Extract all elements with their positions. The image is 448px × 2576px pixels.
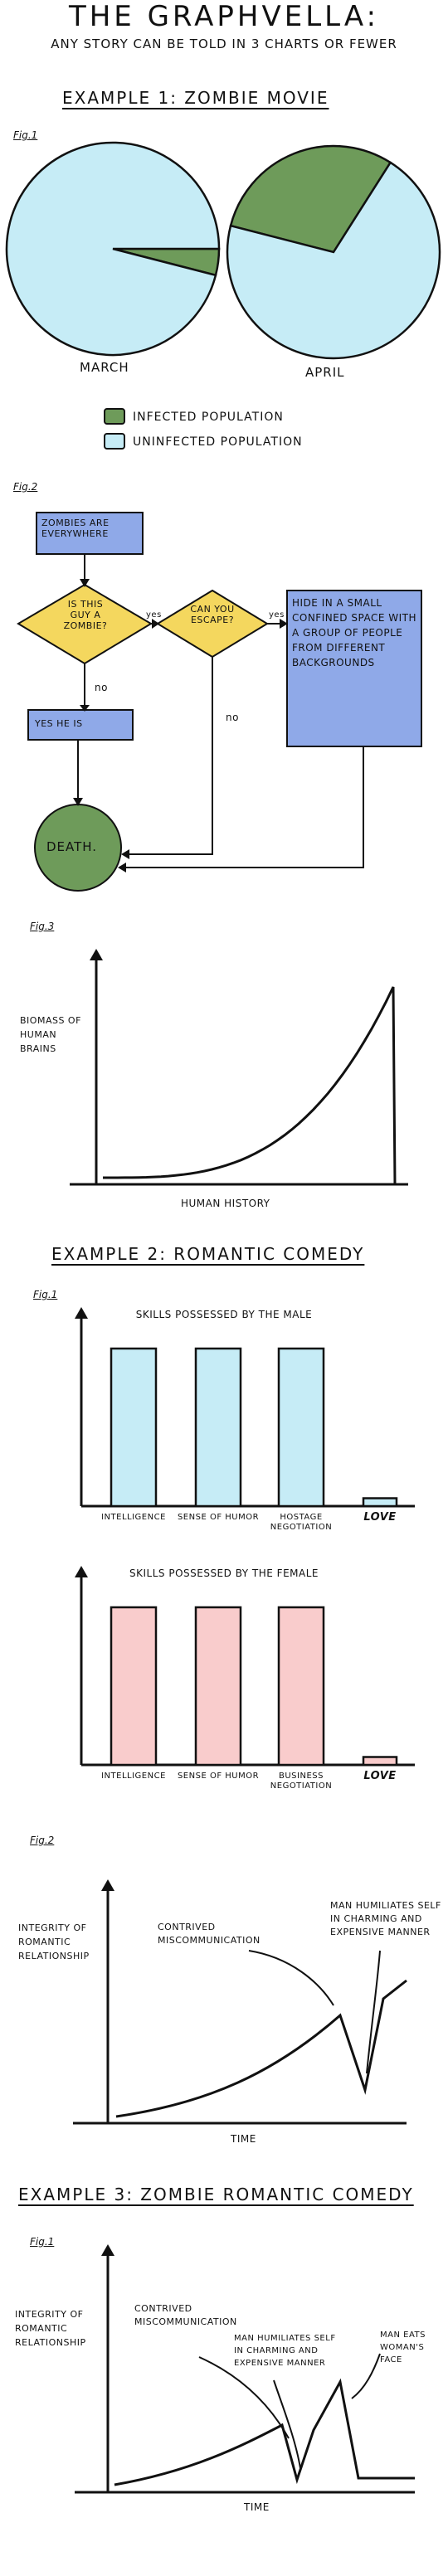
example1-heading: EXAMPLE 1: ZOMBIE MOVIE <box>62 88 329 108</box>
legend-swatch-infected <box>104 408 125 425</box>
ex3-fig1-line-chart <box>75 2248 415 2494</box>
pie-slice-march-1 <box>5 141 221 357</box>
bar-0-3 <box>362 1497 398 1508</box>
bar-0-label-2: HOSTAGE NEGOTIATION <box>270 1513 333 1532</box>
bar-0-0 <box>110 1347 158 1508</box>
flow-start-box <box>36 512 144 555</box>
bar-1-label-1: SENSE OF HUMOR <box>177 1772 260 1781</box>
example1-fig1-label: Fig.1 <box>13 129 38 141</box>
arrow-hide-death <box>119 746 364 868</box>
flow-start-text: ZOMBIES ARE EVERYWHERE <box>41 518 110 539</box>
example2-fig1-label: Fig.1 <box>33 1289 58 1300</box>
example2-heading: EXAMPLE 2: ROMANTIC COMEDY <box>51 1244 365 1264</box>
pie-charts <box>5 141 441 360</box>
page-title: THE GRAPHVELLA: <box>68 0 380 33</box>
example3-heading: EXAMPLE 3: ZOMBIE ROMANTIC COMEDY <box>18 2185 414 2204</box>
bar-1-1 <box>194 1606 242 1767</box>
fig3-y-arrow <box>90 949 103 960</box>
ex2-fig2-annotation-2: MAN HUMILIATES SELF IN CHARMING AND EXPE… <box>330 1900 441 1937</box>
fig3-xlabel: HUMAN HISTORY <box>181 1198 270 1209</box>
example2-fig2-label: Fig.2 <box>30 1835 55 1846</box>
pie-slice-april-0 <box>229 144 392 254</box>
ex2-fig2-line-chart <box>73 1883 407 2125</box>
bar-0-2 <box>277 1347 325 1508</box>
bar-1-2 <box>277 1606 325 1767</box>
bar-1-label-3: LOVE <box>363 1770 397 1782</box>
ex3-series-line <box>114 2378 415 2486</box>
ex3-y-arrow <box>101 2244 114 2256</box>
example1-fig2-label: Fig.2 <box>13 481 38 493</box>
pie-caption-march: MARCH <box>80 360 129 375</box>
edge-label-yes-2: yes <box>269 610 285 620</box>
bar-0-label-0: INTELLIGENCE <box>101 1513 166 1522</box>
legend-label-infected: INFECTED POPULATION <box>133 411 284 424</box>
bar-charts <box>75 1307 415 1767</box>
flow-hide-box <box>286 590 422 747</box>
ex2-fig2-ylabel: INTEGRITY OF ROMANTIC RELATIONSHIP <box>18 1922 90 1961</box>
flow-q2-text: CAN YOU ESCAPE? <box>190 604 235 625</box>
bar-chart-0-y-arrow <box>75 1307 88 1319</box>
bar-0-label-3: LOVE <box>363 1511 397 1524</box>
ex3-annotation-2: MAN HUMILIATES SELF IN CHARMING AND EXPE… <box>234 2334 336 2368</box>
example3-fig1-label: Fig.1 <box>30 2236 55 2248</box>
flow-yes-he-is-text: YES HE IS <box>35 718 83 729</box>
flow-yes-he-is-box <box>27 709 134 741</box>
fig3-series-line <box>103 986 397 1185</box>
bar-0-1 <box>194 1347 242 1508</box>
ex3-xlabel: TIME <box>244 2501 270 2513</box>
ex3-pointer-1 <box>198 2356 290 2439</box>
legend-label-uninfected: UNINFECTED POPULATION <box>133 435 303 449</box>
ex2-fig2-xlabel: TIME <box>231 2133 256 2145</box>
flow-arrowheads <box>73 579 288 872</box>
page-subtitle: ANY STORY CAN BE TOLD IN 3 CHARTS OR FEW… <box>51 36 397 51</box>
fig3-line-chart <box>70 952 408 1186</box>
female-chart-title: SKILLS POSSESSED BY THE FEMALE <box>129 1567 319 1579</box>
male-chart-title: SKILLS POSSESSED BY THE MALE <box>135 1309 313 1320</box>
flowchart <box>17 512 422 892</box>
bar-1-0 <box>110 1606 158 1767</box>
fig3-ylabel: BIOMASS OF HUMAN BRAINS <box>20 1015 81 1054</box>
bar-chart-1-y-arrow <box>75 1566 88 1577</box>
edge-label-yes-1: yes <box>146 610 162 620</box>
ex2-fig2-y-arrow <box>101 1879 114 1891</box>
flow-hide-text: HIDE IN A SMALL CONFINED SPACE WITH A GR… <box>292 597 416 668</box>
edge-label-no-2: no <box>226 712 239 723</box>
flow-q1-text: IS THIS GUY A ZOMBIE? <box>63 599 108 631</box>
bar-1-label-0: INTELLIGENCE <box>101 1772 166 1781</box>
edge-label-no-1: no <box>95 682 108 693</box>
pie-caption-april: APRIL <box>305 365 345 380</box>
bar-1-label-2: BUSINESS NEGOTIATION <box>270 1772 333 1791</box>
flow-death-text: DEATH. <box>46 839 98 854</box>
arrow-q2-death <box>123 657 213 855</box>
ex3-pointer-2 <box>273 2379 301 2469</box>
ex3-annotation-1: CONTRIVED MISCOMMUNICATION <box>134 2303 237 2327</box>
ex3-annotation-3: MAN EATS WOMAN'S FACE <box>380 2331 426 2365</box>
ex2-fig2-pointer-1 <box>248 1950 334 2006</box>
ex2-fig2-series-line <box>115 1979 407 2118</box>
bar-1-3 <box>362 1756 398 1767</box>
bar-0-label-1: SENSE OF HUMOR <box>177 1513 260 1522</box>
example1-fig3-label: Fig.3 <box>30 921 55 932</box>
ex2-fig2-annotation-1: CONTRIVED MISCOMMUNICATION <box>158 1922 261 1946</box>
ex3-ylabel: INTEGRITY OF ROMANTIC RELATIONSHIP <box>15 2309 86 2348</box>
ex2-fig2-pointer-2 <box>366 1950 381 2074</box>
legend-swatch-uninfected <box>104 433 125 450</box>
pie-slice-april-1 <box>226 161 441 360</box>
ex3-pointer-3 <box>351 2353 381 2399</box>
